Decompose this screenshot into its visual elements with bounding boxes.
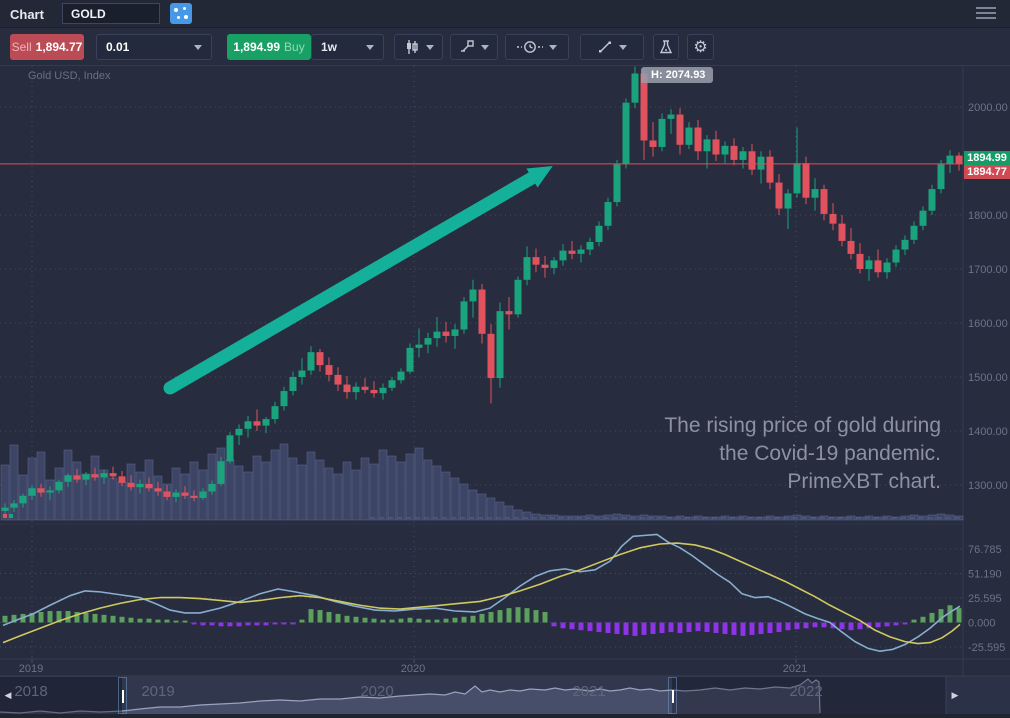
chart-style-button[interactable] — [394, 34, 443, 60]
chevron-down-icon — [425, 44, 434, 50]
instrument-label: Gold USD, Index — [28, 70, 111, 82]
chart-annotation-text: The rising price of gold during the Covi… — [664, 412, 941, 496]
navigator-scroll-left-icon[interactable]: ◀ — [4, 690, 12, 700]
svg-text:1300.00: 1300.00 — [968, 480, 1008, 492]
amount-dropdown[interactable]: 0.01 — [96, 34, 212, 60]
navigator-right-handle[interactable] — [668, 677, 677, 714]
timeframe-value: 1w — [321, 40, 338, 54]
bottom-scrollbar[interactable] — [0, 714, 1010, 718]
annotation-line: The rising price of gold during — [664, 414, 941, 437]
svg-text:2018: 2018 — [14, 683, 47, 700]
svg-text:1400.00: 1400.00 — [968, 426, 1008, 438]
annotation-line: PrimeXBT chart. — [787, 470, 941, 493]
svg-text:1800.00: 1800.00 — [968, 210, 1008, 222]
svg-text:1700.00: 1700.00 — [968, 264, 1008, 276]
sell-button[interactable]: Sell 1,894.77 — [10, 34, 84, 60]
svg-text:2019: 2019 — [19, 663, 43, 675]
chevron-down-icon — [194, 44, 202, 50]
scatter-dots-icon — [184, 15, 188, 19]
svg-text:2021: 2021 — [572, 683, 605, 700]
annotation-line: the Covid-19 pandemic. — [719, 442, 941, 465]
indicator-histogram — [2, 605, 962, 636]
symbol-input[interactable] — [62, 3, 160, 24]
svg-text:2000.00: 2000.00 — [968, 102, 1008, 114]
svg-text:2019: 2019 — [141, 683, 174, 700]
svg-text:1600.00: 1600.00 — [968, 318, 1008, 330]
candlestick-icon — [406, 40, 418, 54]
flask-icon — [659, 40, 673, 54]
svg-text:2022: 2022 — [789, 683, 822, 700]
candlesticks — [1, 66, 963, 518]
chevron-down-icon — [549, 44, 557, 50]
top-title-bar: Chart — [0, 0, 1010, 28]
buy-price: 1,894.99 — [233, 40, 281, 54]
sell-price-axis-tag: 1894.77 — [964, 165, 1010, 179]
svg-text:0.000: 0.000 — [968, 618, 996, 630]
timezone-clock-icon — [517, 41, 543, 53]
chart-toolbar: Sell 1,894.77 0.01 1,894.99 Buy 1w — [0, 28, 1010, 66]
navigator-left-handle[interactable] — [118, 677, 127, 714]
sell-price: 1,894.77 — [35, 40, 83, 54]
amount-value: 0.01 — [106, 40, 130, 54]
chevron-down-icon — [481, 44, 489, 50]
compare-button[interactable] — [450, 34, 498, 60]
buy-price-axis-tag: 1894.99 — [964, 151, 1010, 165]
hamburger-menu-icon[interactable] — [976, 7, 996, 21]
svg-text:-25.595: -25.595 — [968, 642, 1005, 654]
compare-icon — [461, 40, 474, 52]
scatter-dots-icon — [183, 7, 186, 10]
settings-button[interactable]: ⚙ — [687, 34, 714, 60]
svg-text:51.190: 51.190 — [968, 568, 1002, 580]
high-price-tooltip: H: 2074.93 — [641, 67, 714, 83]
svg-text:1500.00: 1500.00 — [968, 372, 1008, 384]
page-title: Chart — [10, 7, 44, 22]
chevron-down-icon — [619, 44, 627, 50]
svg-text:25.595: 25.595 — [968, 593, 1002, 605]
svg-text:2021: 2021 — [783, 663, 807, 675]
svg-text:2020: 2020 — [360, 683, 393, 700]
buy-button[interactable]: 1,894.99 Buy — [227, 34, 311, 60]
indicators-button[interactable] — [653, 34, 679, 60]
timezone-button[interactable] — [505, 34, 569, 60]
svg-text:2020: 2020 — [401, 663, 425, 675]
compare-symbols-button[interactable] — [170, 3, 192, 24]
scatter-dots-icon — [177, 16, 180, 19]
scatter-dots-icon — [174, 8, 178, 12]
timeframe-dropdown[interactable]: 1w — [311, 34, 384, 60]
sell-label: Sell — [11, 40, 32, 54]
trend-line-icon — [599, 41, 611, 53]
chevron-down-icon — [366, 44, 374, 50]
svg-text:76.785: 76.785 — [968, 544, 1002, 556]
drawing-tools-button[interactable] — [580, 34, 644, 60]
gear-icon: ⚙ — [693, 39, 708, 56]
buy-label: Buy — [284, 40, 305, 54]
navigator-scroll-right-icon[interactable]: ▶ — [951, 690, 959, 700]
